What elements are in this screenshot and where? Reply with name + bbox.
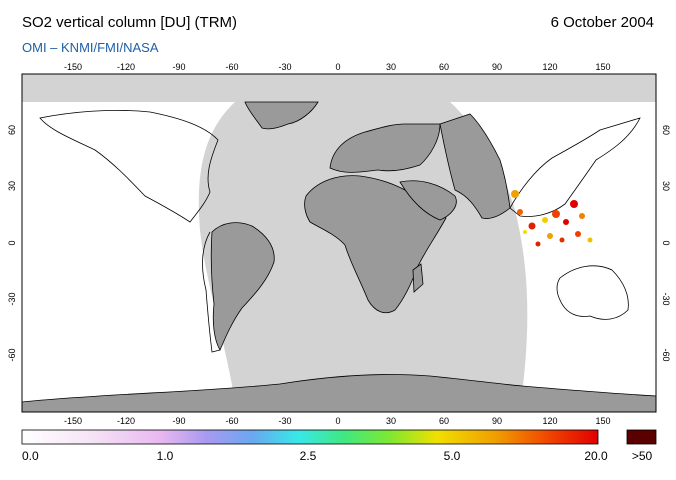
lon-tick-label: -150 — [64, 416, 82, 426]
lon-tick-label: -150 — [64, 62, 82, 72]
colorbar — [21, 429, 599, 445]
lon-ticks-top: -150 -120 -90 -60 -30 0 30 60 90 120 150 — [64, 62, 611, 72]
lat-tick-label: 30 — [7, 181, 17, 191]
lon-tick-label: -90 — [172, 416, 185, 426]
map-date: 6 October 2004 — [550, 14, 654, 31]
land-europe — [329, 123, 441, 173]
lon-tick-label: -60 — [225, 416, 238, 426]
land-greenland — [244, 101, 319, 130]
lon-tick-label: 0 — [335, 416, 340, 426]
lon-tick-label: 0 — [335, 62, 340, 72]
land-antarctica — [22, 374, 656, 412]
colorbar-overflow — [626, 429, 657, 445]
lat-tick-label: -30 — [7, 292, 17, 305]
lat-tick-label: 30 — [661, 181, 671, 191]
lon-tick-label: -120 — [117, 62, 135, 72]
lat-tick-label: -60 — [7, 348, 17, 361]
lat-tick-label: 60 — [661, 125, 671, 135]
lon-tick-label: 30 — [386, 416, 396, 426]
lon-tick-label: -60 — [225, 62, 238, 72]
land-east-asia — [509, 117, 641, 217]
lon-tick-label: 90 — [492, 62, 502, 72]
lon-tick-label: -30 — [278, 62, 291, 72]
colorbar-label: 0.0 — [22, 449, 39, 463]
land-south-america — [210, 222, 275, 351]
data-source: OMI – KNMI/FMI/NASA — [22, 40, 159, 55]
lat-tick-label: -60 — [661, 348, 671, 361]
map-border — [21, 73, 657, 413]
so2-emissions — [511, 190, 593, 247]
colorbar-label: 5.0 — [443, 449, 461, 463]
land-africa — [304, 175, 447, 314]
colorbar-label: 2.5 — [299, 449, 317, 463]
lat-ticks-right: 60 30 0 -30 -60 — [661, 125, 671, 362]
lon-tick-label: 90 — [492, 416, 502, 426]
lon-tick-label: -30 — [278, 416, 291, 426]
lon-tick-label: 60 — [439, 416, 449, 426]
land-middle-east — [399, 180, 457, 221]
no-data-north — [22, 74, 656, 102]
lat-tick-label: 60 — [7, 125, 17, 135]
lon-tick-label: 60 — [439, 62, 449, 72]
lon-tick-label: -120 — [117, 416, 135, 426]
lon-tick-label: 150 — [595, 416, 610, 426]
lon-tick-label: 120 — [542, 62, 557, 72]
land-madagascar — [412, 263, 424, 293]
land-australia — [556, 265, 629, 320]
lat-ticks-left: 60 30 0 -30 -60 — [7, 125, 17, 362]
lon-ticks-bottom: -150 -120 -90 -60 -30 0 30 60 90 120 150 — [64, 416, 611, 426]
colorbar-label: 20.0 — [584, 449, 608, 463]
land-asia — [439, 113, 511, 219]
lat-tick-label: 0 — [7, 240, 17, 245]
land-north-america — [39, 109, 219, 223]
lon-tick-label: 150 — [595, 62, 610, 72]
colorbar-overflow-label: >50 — [631, 449, 653, 463]
lon-tick-label: 30 — [386, 62, 396, 72]
lat-tick-label: 0 — [661, 240, 671, 245]
lon-tick-label: -90 — [172, 62, 185, 72]
land-south-america-outline — [202, 231, 221, 353]
map-title: SO2 vertical column [DU] (TRM) — [22, 14, 238, 31]
colorbar-label: 1.0 — [156, 449, 174, 463]
lat-tick-label: -30 — [661, 292, 671, 305]
lon-tick-label: 120 — [542, 416, 557, 426]
